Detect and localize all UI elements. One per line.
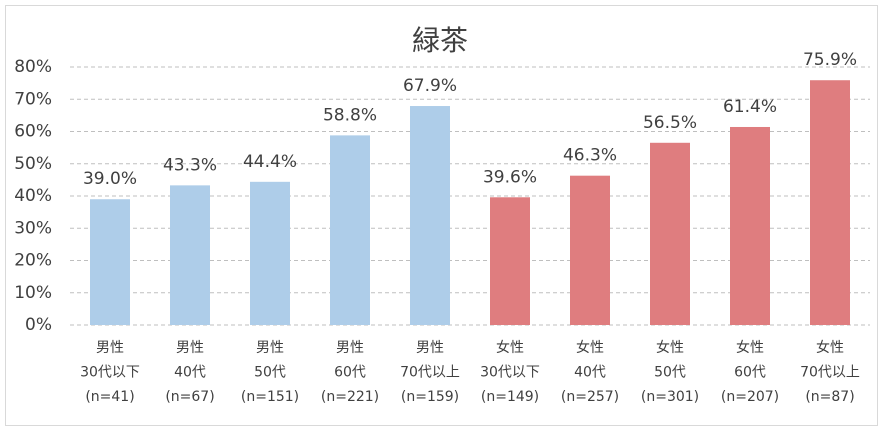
bar bbox=[730, 126, 770, 325]
x-tick-label: (n=151) bbox=[241, 389, 299, 405]
y-tick-label: 40% bbox=[14, 186, 52, 206]
x-tick-label: 女性 bbox=[656, 339, 684, 356]
x-tick-label: (n=149) bbox=[481, 389, 539, 405]
x-tick-label: 女性 bbox=[736, 339, 764, 356]
value-label: 44.4% bbox=[243, 152, 297, 172]
x-tick-label: 70代以上 bbox=[800, 365, 860, 381]
chart-title: 緑茶 bbox=[412, 24, 468, 57]
bar bbox=[330, 135, 370, 325]
x-tick-label: (n=207) bbox=[721, 389, 779, 405]
x-tick-label: 50代 bbox=[654, 365, 686, 381]
value-label: 43.3% bbox=[163, 155, 217, 175]
x-tick-label: 女性 bbox=[816, 339, 844, 356]
value-label: 67.9% bbox=[403, 76, 457, 96]
x-tick-label: 70代以上 bbox=[400, 365, 460, 381]
bar bbox=[250, 181, 290, 325]
bar bbox=[90, 199, 130, 325]
x-tick-label: 30代以下 bbox=[80, 365, 140, 381]
x-tick-label: (n=41) bbox=[85, 389, 134, 405]
x-tick-label: 女性 bbox=[576, 339, 604, 356]
value-label: 61.4% bbox=[723, 97, 777, 117]
y-tick-label: 50% bbox=[14, 154, 52, 174]
y-tick-label: 70% bbox=[14, 89, 52, 109]
value-label: 56.5% bbox=[643, 113, 697, 133]
bar bbox=[170, 185, 210, 325]
value-label: 75.9% bbox=[803, 50, 857, 70]
value-label: 39.6% bbox=[483, 167, 537, 187]
x-tick-label: (n=87) bbox=[805, 389, 854, 405]
x-tick-label: (n=159) bbox=[401, 389, 459, 405]
y-tick-label: 60% bbox=[14, 122, 52, 142]
x-tick-label: 40代 bbox=[174, 365, 206, 381]
y-tick-label: 80% bbox=[14, 57, 52, 77]
x-tick-label: 30代以下 bbox=[480, 365, 540, 381]
x-tick-label: 男性 bbox=[96, 340, 124, 356]
y-tick-label: 30% bbox=[14, 218, 52, 238]
x-tick-label: 男性 bbox=[416, 340, 444, 356]
x-tick-label: (n=301) bbox=[641, 389, 699, 405]
bar bbox=[490, 197, 530, 325]
bar bbox=[650, 142, 690, 325]
y-tick-label: 0% bbox=[25, 315, 52, 335]
x-tick-label: (n=67) bbox=[165, 389, 214, 405]
x-tick-label: 50代 bbox=[254, 365, 286, 381]
x-tick-label: 60代 bbox=[334, 365, 366, 381]
bar bbox=[410, 106, 450, 326]
value-label: 46.3% bbox=[563, 146, 617, 166]
x-tick-label: 女性 bbox=[496, 339, 524, 356]
x-tick-label: (n=257) bbox=[561, 389, 619, 405]
x-tick-label: 40代 bbox=[574, 365, 606, 381]
bar bbox=[570, 175, 610, 325]
x-tick-label: 男性 bbox=[336, 340, 364, 356]
x-tick-label: 60代 bbox=[734, 365, 766, 381]
value-label: 39.0% bbox=[83, 169, 137, 189]
bar bbox=[810, 80, 850, 325]
y-tick-label: 10% bbox=[14, 283, 52, 303]
x-tick-label: (n=221) bbox=[321, 389, 379, 405]
y-tick-label: 20% bbox=[14, 251, 52, 271]
x-tick-label: 男性 bbox=[256, 340, 284, 356]
x-tick-label: 男性 bbox=[176, 340, 204, 356]
value-label: 58.8% bbox=[323, 105, 377, 125]
